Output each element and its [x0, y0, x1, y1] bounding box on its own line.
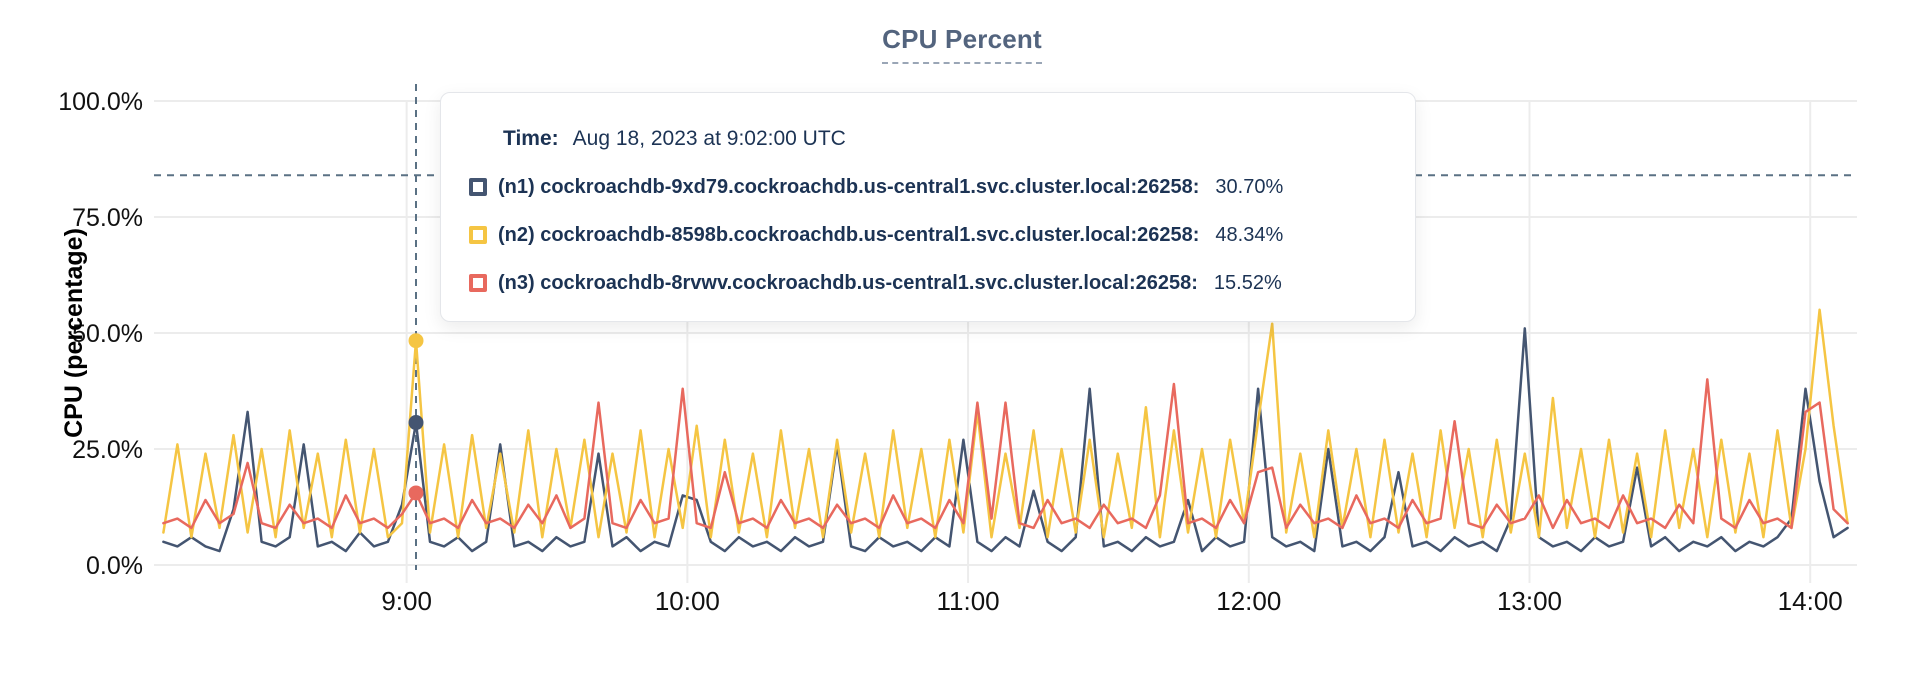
y-axis-label: CPU (percentage) — [60, 228, 88, 438]
tooltip-time-label: Time: — [503, 127, 559, 150]
hover-dot-n3 — [408, 485, 424, 501]
hover-dot-n2 — [408, 333, 424, 349]
tooltip-series-n2-label: (n2) cockroachdb-8598b.cockroachdb.us-ce… — [498, 223, 1200, 246]
tooltip-series-n3-label: (n3) cockroachdb-8rvwv.cockroachdb.us-ce… — [498, 271, 1198, 294]
y-axis-tick-label: 100.0% — [58, 88, 143, 116]
tooltip-series-n2-row: (n2) cockroachdb-8598b.cockroachdb.us-ce… — [469, 211, 1391, 259]
tooltip-series-n1-value: 30.70% — [1215, 175, 1284, 198]
legend-swatch-n1-icon — [469, 178, 487, 196]
x-axis-tick-label: 10:00 — [655, 586, 720, 616]
series-line-n1 — [162, 327, 1849, 553]
tooltip-series-n1-label: (n1) cockroachdb-9xd79.cockroachdb.us-ce… — [498, 175, 1200, 198]
tooltip-series-n2-value: 48.34% — [1215, 223, 1284, 246]
tooltip-time-row: Time: Aug 18, 2023 at 9:02:00 UTC — [469, 115, 1391, 163]
tooltip-series-n1-row: (n1) cockroachdb-9xd79.cockroachdb.us-ce… — [469, 163, 1391, 211]
chart-title[interactable]: CPU Percent — [882, 24, 1042, 64]
y-axis-tick-label: 75.0% — [72, 204, 143, 232]
series-line-n2 — [162, 308, 1849, 539]
legend-swatch-n3-icon — [469, 274, 487, 292]
y-axis-tick-label: 0.0% — [86, 552, 143, 580]
x-axis-tick-label: 11:00 — [937, 586, 1000, 616]
tooltip-series-n3-value: 15.52% — [1213, 271, 1282, 294]
x-axis-tick-label: 14:00 — [1778, 586, 1843, 616]
tooltip-series-n3-row: (n3) cockroachdb-8rvwv.cockroachdb.us-ce… — [469, 259, 1391, 307]
series-line-n3 — [162, 378, 1849, 530]
x-axis-tick-label: 12:00 — [1216, 586, 1281, 616]
y-axis-tick-label: 50.0% — [72, 320, 143, 348]
chart-tooltip: Time: Aug 18, 2023 at 9:02:00 UTC (n1) c… — [440, 92, 1416, 322]
tooltip-time-value: Aug 18, 2023 at 9:02:00 UTC — [572, 127, 846, 150]
x-axis-tick-label: 9:00 — [381, 586, 432, 616]
x-axis-tick-label: 13:00 — [1497, 586, 1562, 616]
legend-swatch-n2-icon — [469, 226, 487, 244]
chart-title-wrap: CPU Percent — [0, 24, 1924, 64]
y-axis-tick-label: 25.0% — [72, 436, 143, 464]
hover-dot-n1 — [408, 415, 424, 431]
